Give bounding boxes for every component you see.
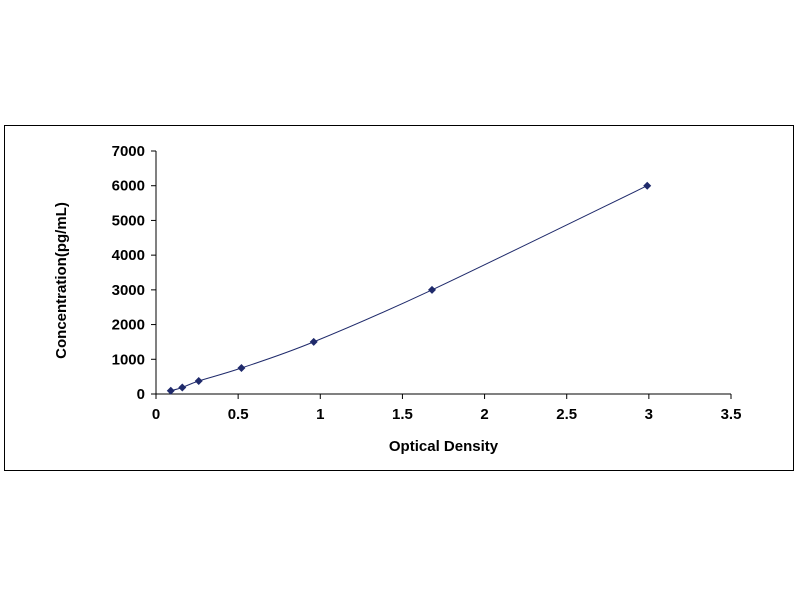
y-tick-label: 5000 [112, 212, 145, 229]
y-tick-label: 7000 [112, 143, 145, 160]
data-points [166, 181, 652, 395]
standard-curve-chart: 0 1000 2000 3000 4000 5000 6000 7000 0 0.5 1 1.5 2 2… [53, 143, 742, 455]
y-tick-label: 4000 [112, 247, 145, 264]
data-point-diamond [643, 181, 652, 190]
y-tick-label: 2000 [112, 317, 145, 334]
x-tick-label: 2 [480, 406, 488, 423]
x-tick-label: 0 [152, 406, 160, 423]
y-tick-label: 0 [137, 386, 145, 403]
data-point-diamond [178, 383, 187, 392]
y-axis-title: Concentration(pg/mL) [53, 202, 70, 359]
x-axis-title: Optical Density [389, 438, 499, 455]
x-tick-label: 0.5 [228, 406, 249, 423]
chart-frame: 0 1000 2000 3000 4000 5000 6000 7000 0 0.5 1 1.5 2 2… [4, 125, 794, 471]
y-axis-ticks: 0 1000 2000 3000 4000 5000 6000 7000 [112, 143, 156, 403]
x-tick-label: 3 [645, 406, 653, 423]
x-tick-label: 1.5 [392, 406, 413, 423]
data-point-diamond [166, 386, 175, 395]
x-tick-label: 1 [316, 406, 324, 423]
y-tick-label: 6000 [112, 178, 145, 195]
data-point-diamond [237, 363, 246, 372]
x-tick-label: 2.5 [556, 406, 577, 423]
data-point-diamond [194, 376, 203, 385]
x-tick-label: 3.5 [721, 406, 742, 423]
data-point-diamond [428, 285, 436, 294]
data-point-diamond [309, 337, 318, 346]
y-tick-label: 3000 [112, 282, 145, 299]
x-axis-ticks: 0 0.5 1 1.5 2 2.5 3 3.5 [152, 394, 742, 423]
y-tick-label: 1000 [112, 351, 145, 368]
fit-curve-line [170, 185, 648, 392]
